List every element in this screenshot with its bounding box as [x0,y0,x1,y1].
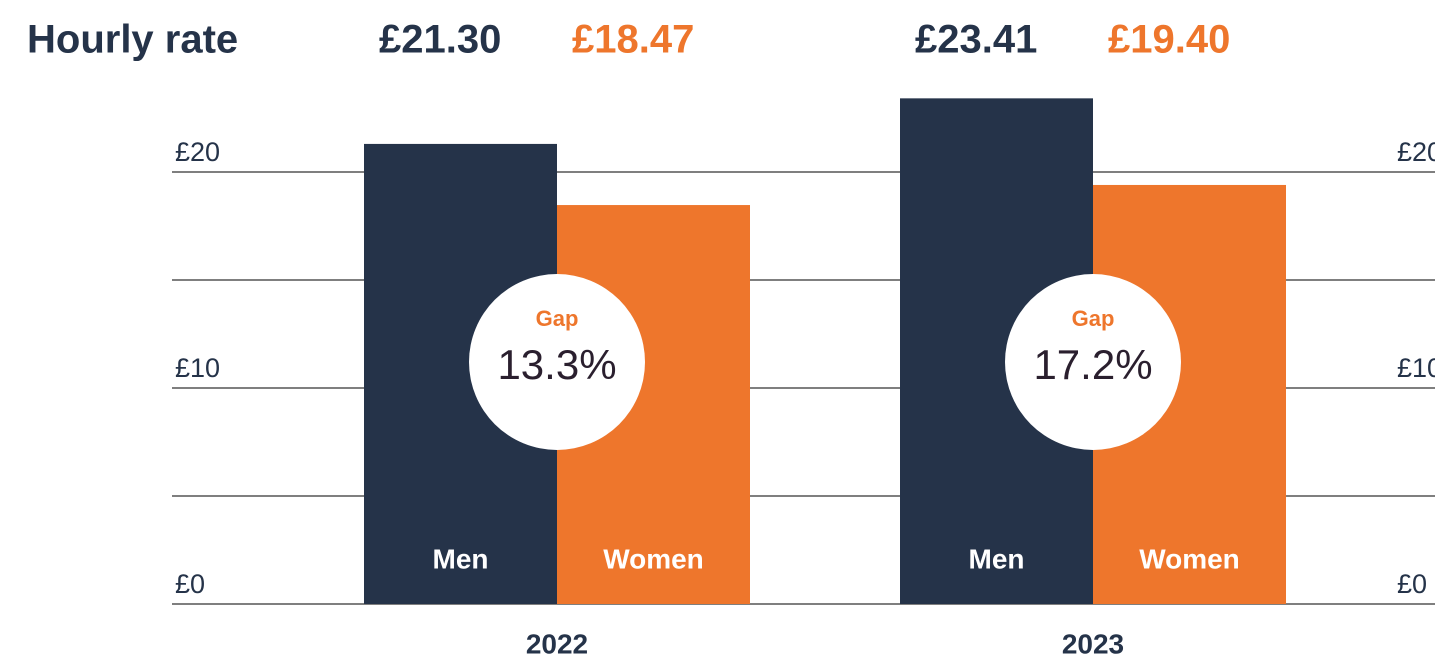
gap-circle [469,274,645,450]
value-label: £18.47 [572,18,694,62]
bar-series-label: Women [603,543,704,574]
gap-value: 13.3% [497,341,616,388]
y2-tick-label: £10 [1397,353,1435,383]
gap-circle [1005,274,1181,450]
x-tick-label: 2022 [526,628,588,659]
gap-title: Gap [1072,306,1115,331]
value-label: £19.40 [1108,18,1230,62]
bar-series-label: Women [1139,543,1240,574]
y-tick-label: £10 [175,353,220,383]
gap-title: Gap [536,306,579,331]
x-tick-label: 2023 [1062,628,1124,659]
bar-series-label: Men [433,543,489,574]
chart-title: Hourly rate [27,18,238,62]
y2-tick-label: £0 [1397,569,1427,599]
gap-value: 17.2% [1033,341,1152,388]
bar-series-label: Men [969,543,1025,574]
value-label: £23.41 [915,18,1037,62]
y-tick-label: £0 [175,569,205,599]
y2-tick-label: £20 [1397,137,1435,167]
y-tick-label: £20 [175,137,220,167]
value-label: £21.30 [379,18,501,62]
